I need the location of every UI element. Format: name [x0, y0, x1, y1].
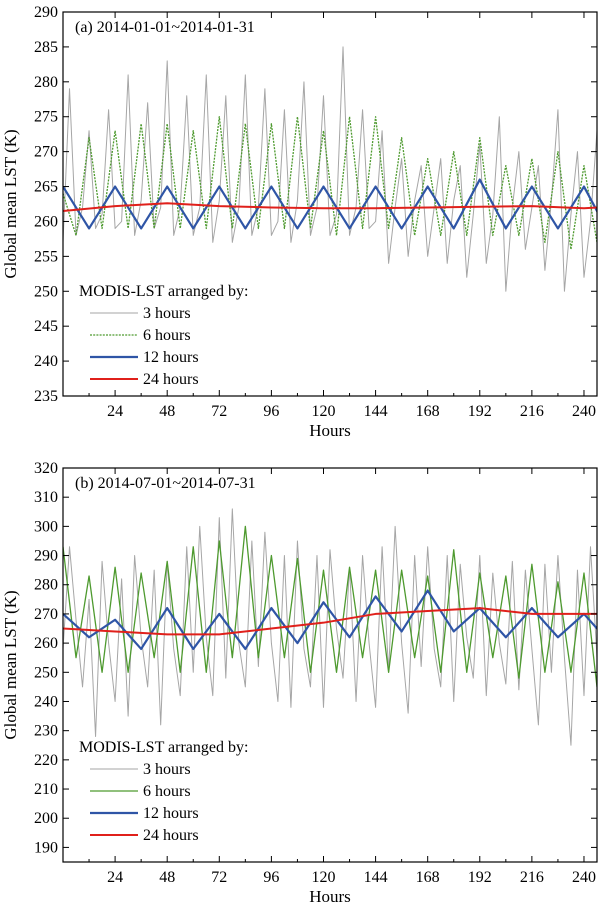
x-tick-label: 120 — [311, 869, 335, 886]
y-tick-label: 240 — [34, 353, 58, 370]
y-tick-label: 235 — [34, 388, 58, 405]
series-line-4 — [63, 202, 597, 212]
y-tick-label: 290 — [34, 4, 58, 21]
y-tick-label: 270 — [34, 606, 58, 623]
x-tick-label: 168 — [416, 869, 440, 886]
y-tick-label: 285 — [34, 39, 58, 56]
plot-frame — [62, 467, 598, 863]
y-tick-label: 200 — [34, 810, 58, 827]
y-tick-label: 280 — [34, 74, 58, 91]
x-axis-label: Hours — [309, 887, 351, 906]
y-axis-label: Global mean LST (K) — [1, 129, 20, 278]
x-tick-label: 24 — [107, 869, 123, 886]
y-tick-label: 250 — [34, 283, 58, 300]
x-tick-label: 144 — [364, 869, 388, 886]
legend-label: 6 hours — [143, 327, 191, 344]
y-tick-label: 210 — [34, 781, 58, 798]
x-tick-label: 192 — [468, 403, 492, 420]
y-tick-label: 300 — [34, 518, 58, 535]
series-line-4 — [63, 607, 597, 636]
x-tick-label: 240 — [572, 403, 596, 420]
legend-title: MODIS-LST arranged by: — [79, 283, 248, 300]
chart-panel-a: 24 48 72 96 120 144 168 192 216 240 235 240 245 250 25… — [1, 4, 598, 440]
legend-label: 6 hours — [143, 783, 191, 800]
panel-label: (a) 2014-01-01~2014-01-31 — [75, 19, 255, 36]
x-tick-label: 48 — [159, 403, 175, 420]
y-tick-label: 240 — [34, 693, 58, 710]
legend: MODIS-LST arranged by: 3 hours 6 hours 12 h… — [79, 283, 248, 388]
y-tick-label: 220 — [34, 752, 58, 769]
y-tick-label: 255 — [34, 248, 58, 265]
plot-frame — [62, 11, 598, 397]
x-tick-label: 72 — [211, 869, 227, 886]
series-group — [63, 508, 597, 746]
legend-label: 24 hours — [143, 371, 199, 388]
x-tick-label: 96 — [263, 403, 279, 420]
panel-label: (b) 2014-07-01~2014-07-31 — [75, 475, 256, 492]
x-tick-label: 192 — [468, 869, 492, 886]
y-tick-label: 260 — [34, 213, 58, 230]
series-line-3 — [63, 589, 597, 651]
x-tick-label: 120 — [311, 403, 335, 420]
x-axis-label: Hours — [309, 421, 351, 440]
y-tick-label: 230 — [34, 723, 58, 740]
legend-label: 24 hours — [143, 827, 199, 844]
legend-label: 3 hours — [143, 305, 191, 322]
series-line-2 — [63, 525, 597, 688]
y-tick-label: 250 — [34, 664, 58, 681]
y-tick-label: 320 — [34, 460, 58, 477]
y-tick-label: 260 — [34, 635, 58, 652]
legend-label: 12 hours — [143, 349, 199, 366]
x-tick-label: 240 — [572, 869, 596, 886]
x-tick-label: 144 — [364, 403, 388, 420]
y-tick-label: 245 — [34, 318, 58, 335]
y-tick-label: 310 — [34, 489, 58, 506]
y-axis-label: Global mean LST (K) — [1, 590, 20, 739]
series-line-2 — [63, 116, 597, 251]
series-line-1 — [63, 508, 597, 746]
legend-label: 3 hours — [143, 761, 191, 778]
x-tick-label: 168 — [416, 403, 440, 420]
y-tick-label: 280 — [34, 577, 58, 594]
series-line-1 — [63, 46, 597, 292]
x-tick-label: 96 — [263, 869, 279, 886]
x-tick-label: 72 — [211, 403, 227, 420]
y-tick-label: 290 — [34, 548, 58, 565]
y-tick-label: 190 — [34, 839, 58, 856]
x-tick-label: 48 — [159, 869, 175, 886]
legend: MODIS-LST arranged by: 3 hours 6 hours 12 h… — [79, 739, 248, 844]
y-tick-label: 270 — [34, 144, 58, 161]
series-group — [63, 46, 597, 292]
chart-panel-b: 24 48 72 96 120 144 168 192 216 240 190 200 210 220 23… — [1, 460, 598, 906]
y-tick-label: 265 — [34, 179, 58, 196]
x-tick-label: 216 — [520, 869, 544, 886]
legend-title: MODIS-LST arranged by: — [79, 739, 248, 756]
y-tick-label: 275 — [34, 109, 58, 126]
legend-label: 12 hours — [143, 805, 199, 822]
x-tick-label: 24 — [107, 403, 123, 420]
x-tick-label: 216 — [520, 403, 544, 420]
